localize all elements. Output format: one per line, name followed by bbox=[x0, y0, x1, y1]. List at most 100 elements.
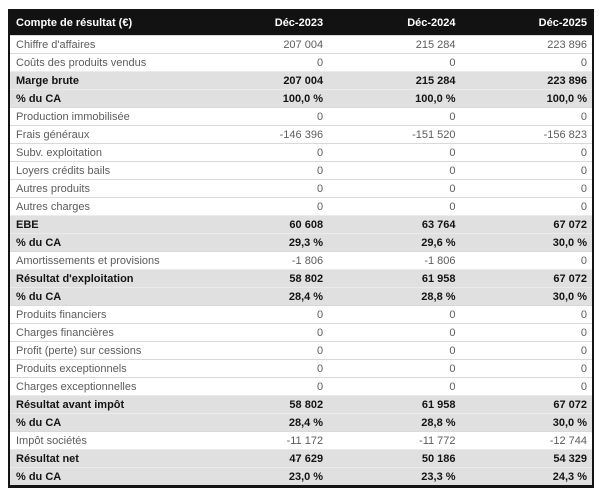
table-row: Produits financiers 0 0 0 bbox=[9, 305, 593, 324]
table-row: Marge brute 207 004 215 284 223 896 bbox=[9, 71, 593, 90]
row-value: 67 072 bbox=[460, 269, 593, 288]
row-value: 0 bbox=[460, 377, 593, 396]
row-value: 30,0 % bbox=[460, 287, 593, 306]
header-period-dec-2025: Déc-2025 bbox=[460, 10, 593, 36]
row-value: -12 744 bbox=[460, 431, 593, 450]
row-value: 0 bbox=[195, 161, 329, 180]
table-row: % du CA 28,4 % 28,8 % 30,0 % bbox=[9, 287, 593, 306]
row-value: 100,0 % bbox=[460, 89, 593, 108]
row-value: 0 bbox=[460, 143, 593, 162]
row-label: Produits exceptionnels bbox=[9, 359, 196, 378]
row-value: 215 284 bbox=[328, 35, 461, 54]
row-value: 100,0 % bbox=[328, 89, 461, 108]
income-statement-table: Compte de résultat (€) Déc-2023 Déc-2024… bbox=[8, 9, 594, 488]
row-label: Produits financiers bbox=[9, 305, 196, 324]
row-value: 0 bbox=[460, 179, 593, 198]
row-value: 0 bbox=[460, 341, 593, 360]
row-value: 0 bbox=[328, 341, 461, 360]
row-value: -11 772 bbox=[328, 431, 461, 450]
row-label: Résultat net bbox=[9, 449, 196, 468]
table-row: Coûts des produits vendus 0 0 0 bbox=[9, 53, 593, 72]
row-label: % du CA bbox=[9, 233, 196, 252]
row-value: 23,0 % bbox=[195, 467, 329, 487]
row-value: -1 806 bbox=[195, 251, 329, 270]
table-row: Résultat net 47 629 50 186 54 329 bbox=[9, 449, 593, 468]
header-period-dec-2024: Déc-2024 bbox=[328, 10, 461, 36]
row-value: 223 896 bbox=[460, 35, 593, 54]
row-value: 47 629 bbox=[195, 449, 329, 468]
table-body: Chiffre d'affaires 207 004 215 284 223 896 C… bbox=[9, 35, 593, 487]
table-row: % du CA 28,4 % 28,8 % 30,0 % bbox=[9, 413, 593, 432]
table-row: Charges exceptionnelles 0 0 0 bbox=[9, 377, 593, 396]
table-row: % du CA 23,0 % 23,3 % 24,3 % bbox=[9, 467, 593, 487]
table-row: Chiffre d'affaires 207 004 215 284 223 896 bbox=[9, 35, 593, 54]
row-label: Résultat d'exploitation bbox=[9, 269, 196, 288]
header-title: Compte de résultat (€) bbox=[9, 10, 196, 36]
row-value: 54 329 bbox=[460, 449, 593, 468]
row-value: 215 284 bbox=[328, 71, 461, 90]
row-value: -156 823 bbox=[460, 125, 593, 144]
row-label: Charges exceptionnelles bbox=[9, 377, 196, 396]
row-label: % du CA bbox=[9, 89, 196, 108]
row-label: EBE bbox=[9, 215, 196, 234]
row-label: Coûts des produits vendus bbox=[9, 53, 196, 72]
row-value: 28,8 % bbox=[328, 413, 461, 432]
row-value: 63 764 bbox=[328, 215, 461, 234]
row-value: -151 520 bbox=[328, 125, 461, 144]
row-label: Autres charges bbox=[9, 197, 196, 216]
row-label: Amortissements et provisions bbox=[9, 251, 196, 270]
table-row: Amortissements et provisions -1 806 -1 806… bbox=[9, 251, 593, 270]
row-value: 28,4 % bbox=[195, 413, 329, 432]
row-value: 0 bbox=[195, 377, 329, 396]
row-value: 0 bbox=[460, 197, 593, 216]
row-value: 0 bbox=[195, 341, 329, 360]
table-row: Loyers crédits bails 0 0 0 bbox=[9, 161, 593, 180]
table-row: Autres produits 0 0 0 bbox=[9, 179, 593, 198]
row-label: Résultat avant impôt bbox=[9, 395, 196, 414]
row-value: 61 958 bbox=[328, 395, 461, 414]
row-value: -11 172 bbox=[195, 431, 329, 450]
row-value: 30,0 % bbox=[460, 413, 593, 432]
row-label: Marge brute bbox=[9, 71, 196, 90]
row-value: 61 958 bbox=[328, 269, 461, 288]
row-value: 29,3 % bbox=[195, 233, 329, 252]
row-label: Subv. exploitation bbox=[9, 143, 196, 162]
row-value: 207 004 bbox=[195, 35, 329, 54]
row-value: 30,0 % bbox=[460, 233, 593, 252]
row-value: 0 bbox=[328, 323, 461, 342]
row-value: 0 bbox=[460, 53, 593, 72]
row-value: 0 bbox=[328, 161, 461, 180]
row-value: 0 bbox=[460, 323, 593, 342]
row-label: Loyers crédits bails bbox=[9, 161, 196, 180]
row-label: Charges financières bbox=[9, 323, 196, 342]
table-row: Autres charges 0 0 0 bbox=[9, 197, 593, 216]
row-value: 0 bbox=[195, 179, 329, 198]
row-value: 29,6 % bbox=[328, 233, 461, 252]
row-value: -1 806 bbox=[328, 251, 461, 270]
table-row: Production immobilisée 0 0 0 bbox=[9, 107, 593, 126]
row-label: Autres produits bbox=[9, 179, 196, 198]
header-row: Compte de résultat (€) Déc-2023 Déc-2024… bbox=[9, 10, 593, 36]
row-value: 207 004 bbox=[195, 71, 329, 90]
row-value: 24,3 % bbox=[460, 467, 593, 487]
row-label: Impôt sociétés bbox=[9, 431, 196, 450]
income-statement-container: Compte de résultat (€) Déc-2023 Déc-2024… bbox=[8, 9, 594, 488]
table-row: EBE 60 608 63 764 67 072 bbox=[9, 215, 593, 234]
row-value: 60 608 bbox=[195, 215, 329, 234]
row-label: Chiffre d'affaires bbox=[9, 35, 196, 54]
row-label: % du CA bbox=[9, 467, 196, 487]
row-value: 0 bbox=[195, 143, 329, 162]
row-value: 23,3 % bbox=[328, 467, 461, 487]
table-row: % du CA 29,3 % 29,6 % 30,0 % bbox=[9, 233, 593, 252]
row-value: 28,4 % bbox=[195, 287, 329, 306]
table-row: Produits exceptionnels 0 0 0 bbox=[9, 359, 593, 378]
row-value: 0 bbox=[460, 359, 593, 378]
table-row: Impôt sociétés -11 172 -11 772 -12 744 bbox=[9, 431, 593, 450]
table-header: Compte de résultat (€) Déc-2023 Déc-2024… bbox=[9, 10, 593, 36]
row-value: 0 bbox=[195, 305, 329, 324]
row-value: 0 bbox=[328, 197, 461, 216]
row-label: Frais généraux bbox=[9, 125, 196, 144]
row-value: 0 bbox=[195, 197, 329, 216]
row-value: 0 bbox=[328, 305, 461, 324]
